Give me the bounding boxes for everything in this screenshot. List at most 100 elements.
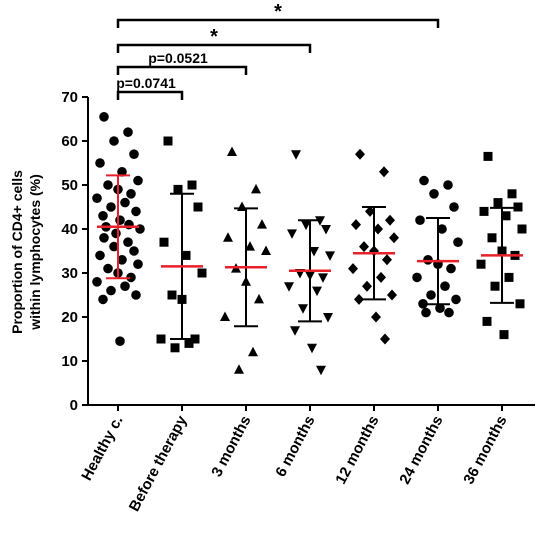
point bbox=[99, 112, 109, 122]
point bbox=[99, 233, 109, 243]
point bbox=[382, 254, 392, 266]
point bbox=[131, 206, 141, 217]
point bbox=[123, 237, 133, 247]
point bbox=[418, 299, 428, 309]
significance-bracket bbox=[116, 18, 440, 28]
point bbox=[167, 290, 177, 300]
y-axis-title: Proportion of CD4+ cells within lymphocy… bbox=[9, 170, 43, 334]
point bbox=[193, 202, 203, 212]
point bbox=[220, 311, 230, 321]
point bbox=[501, 211, 511, 221]
y-label-line: Proportion of CD4+ cells bbox=[9, 170, 25, 334]
point bbox=[261, 245, 271, 255]
y-tick-label: 10 bbox=[61, 353, 78, 370]
point bbox=[129, 149, 139, 159]
point bbox=[325, 251, 335, 261]
point bbox=[301, 220, 311, 231]
point bbox=[380, 333, 390, 345]
point bbox=[321, 225, 331, 235]
point bbox=[106, 285, 116, 296]
y-tick-label: 70 bbox=[61, 89, 78, 106]
point bbox=[493, 198, 503, 208]
point bbox=[109, 241, 119, 252]
point bbox=[103, 263, 113, 274]
point bbox=[181, 250, 191, 260]
point bbox=[120, 281, 130, 292]
point bbox=[291, 150, 301, 160]
point bbox=[513, 202, 523, 212]
point bbox=[123, 127, 133, 137]
significance-label: * bbox=[274, 1, 282, 23]
point bbox=[309, 247, 319, 257]
point bbox=[290, 326, 300, 336]
point bbox=[449, 202, 459, 212]
point bbox=[126, 272, 136, 283]
point bbox=[257, 219, 267, 229]
point bbox=[423, 254, 433, 265]
point bbox=[307, 343, 317, 354]
point bbox=[419, 175, 429, 186]
significance-label: p=0.0521 bbox=[148, 50, 208, 66]
point bbox=[515, 299, 525, 309]
point bbox=[95, 250, 105, 261]
y-tick-label: 20 bbox=[61, 309, 78, 326]
point bbox=[499, 330, 509, 340]
point bbox=[227, 146, 237, 156]
point bbox=[387, 289, 397, 301]
point bbox=[479, 206, 489, 216]
point bbox=[365, 205, 375, 217]
point bbox=[129, 246, 139, 256]
point bbox=[95, 158, 105, 168]
x-tick-label: 24 months bbox=[396, 413, 446, 487]
point bbox=[490, 281, 500, 291]
point bbox=[415, 215, 425, 225]
point bbox=[103, 180, 113, 190]
x-tick-label: 3 months bbox=[208, 413, 254, 480]
point bbox=[115, 215, 125, 225]
point bbox=[359, 241, 369, 253]
point bbox=[476, 259, 486, 269]
point bbox=[187, 180, 197, 190]
point bbox=[245, 241, 255, 251]
point bbox=[159, 237, 169, 247]
point bbox=[429, 189, 439, 199]
point bbox=[437, 224, 447, 234]
significance-bracket bbox=[116, 90, 184, 100]
y-tick-label: 50 bbox=[61, 177, 78, 194]
point bbox=[98, 294, 108, 305]
point bbox=[312, 286, 322, 297]
point bbox=[444, 307, 454, 318]
y-tick-label: 60 bbox=[61, 133, 78, 150]
point bbox=[440, 281, 450, 292]
y-tick-label: 30 bbox=[61, 265, 78, 282]
point bbox=[517, 224, 527, 234]
point bbox=[316, 365, 326, 376]
point bbox=[435, 303, 445, 314]
point bbox=[426, 290, 436, 300]
point bbox=[284, 282, 294, 292]
point bbox=[362, 280, 372, 292]
point bbox=[197, 268, 207, 278]
point bbox=[234, 364, 244, 374]
y-label-line: within lymphocytes (%) bbox=[27, 174, 43, 331]
point bbox=[117, 167, 127, 177]
point bbox=[451, 294, 461, 305]
point bbox=[117, 254, 127, 265]
point bbox=[133, 175, 143, 186]
point bbox=[421, 307, 431, 318]
point bbox=[412, 272, 422, 283]
point bbox=[156, 334, 166, 344]
point bbox=[379, 166, 389, 178]
point bbox=[223, 232, 233, 242]
point bbox=[504, 272, 514, 282]
point bbox=[133, 259, 143, 270]
point bbox=[389, 232, 399, 244]
x-tick-label: 6 months bbox=[272, 413, 318, 480]
point bbox=[348, 263, 358, 275]
x-tick-label: Before therapy bbox=[126, 412, 191, 514]
point bbox=[98, 211, 108, 221]
point bbox=[318, 273, 328, 283]
point bbox=[109, 136, 119, 146]
point bbox=[120, 197, 130, 208]
point bbox=[351, 219, 361, 231]
